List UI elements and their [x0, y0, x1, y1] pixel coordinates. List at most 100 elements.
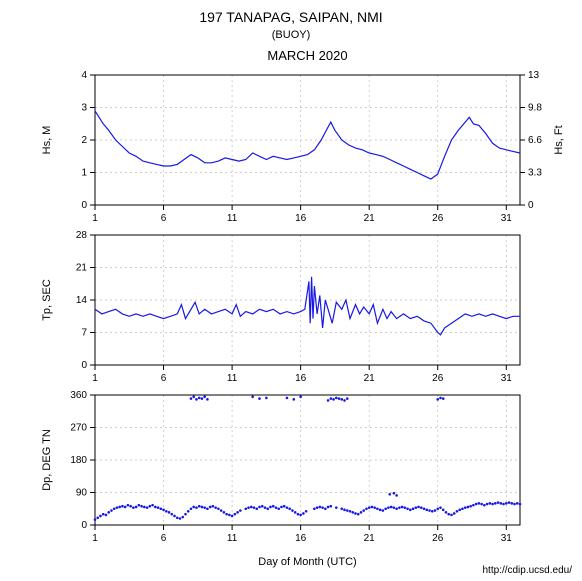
series-marker [212, 505, 215, 508]
series-marker [168, 511, 171, 514]
xtick-label: 21 [364, 533, 376, 544]
series-marker [502, 503, 505, 506]
xtick-label: 16 [295, 213, 307, 224]
series-marker [436, 507, 439, 510]
xtick-label: 1 [92, 533, 98, 544]
series-marker [335, 397, 338, 400]
xtick-label: 21 [364, 373, 376, 384]
series-marker [195, 398, 198, 401]
series-marker [472, 504, 475, 507]
series-marker [453, 512, 456, 515]
series-marker [258, 397, 261, 400]
series-marker [118, 506, 121, 509]
series-marker [149, 505, 152, 508]
series-marker [343, 509, 346, 512]
xtick-label: 16 [295, 373, 307, 384]
series-marker [184, 513, 187, 516]
series-marker [198, 397, 201, 400]
ytick-label: 7 [81, 328, 87, 339]
series-marker [357, 513, 360, 516]
series-marker [464, 506, 467, 509]
series-marker [439, 506, 442, 509]
series-marker [379, 509, 382, 512]
series-marker [395, 507, 398, 510]
xtick-label: 31 [501, 213, 513, 224]
ytick-label: 28 [76, 230, 88, 241]
series-marker [206, 398, 209, 401]
series-marker [217, 507, 220, 510]
series-marker [203, 506, 206, 509]
series-marker [160, 507, 163, 510]
series-marker [423, 507, 426, 510]
xtick-label: 11 [227, 373, 238, 384]
series-marker [223, 511, 226, 514]
ytick-label: 0 [81, 200, 87, 211]
series-marker [176, 516, 179, 519]
series-marker [135, 506, 138, 509]
series-marker [179, 517, 182, 520]
series-marker [497, 501, 500, 504]
series-marker [415, 506, 418, 509]
panel-hs: 0123403.36.69.813Hs, Ft161116212631Hs, M [41, 70, 565, 224]
series-marker [442, 397, 445, 400]
series-marker [343, 399, 346, 402]
series-marker [439, 397, 442, 400]
series-marker [280, 506, 283, 509]
series-marker [483, 504, 486, 507]
series-marker [292, 398, 295, 401]
series-marker [461, 507, 464, 510]
series-marker [116, 506, 119, 509]
series-marker [214, 506, 217, 509]
series-marker [127, 504, 130, 507]
series-marker [351, 511, 354, 514]
series-marker [409, 509, 412, 512]
series-marker [354, 512, 357, 515]
series-marker [330, 505, 333, 508]
xtick-label: 31 [501, 373, 513, 384]
ytick-label: 1 [81, 168, 87, 179]
series-marker [393, 506, 396, 509]
series-marker [132, 506, 135, 509]
series-marker [102, 513, 105, 516]
xtick-label: 1 [92, 213, 98, 224]
series-marker [486, 503, 489, 506]
series-marker [338, 397, 341, 400]
xtick-label: 26 [432, 213, 444, 224]
series-marker [393, 492, 396, 495]
series-marker [146, 506, 149, 509]
series-marker [195, 506, 198, 509]
series-marker [373, 506, 376, 509]
series-marker [456, 510, 459, 513]
series-marker [469, 505, 472, 508]
series-marker [266, 507, 269, 510]
series-marker [319, 506, 322, 509]
series-marker [190, 507, 193, 510]
xtick-label: 1 [92, 373, 98, 384]
series-marker [417, 506, 420, 509]
series-marker [406, 507, 409, 510]
series-marker [445, 511, 448, 514]
series-marker [277, 507, 280, 510]
series-marker [190, 397, 193, 400]
series-marker [360, 511, 363, 514]
series-marker [165, 510, 168, 513]
series-marker [297, 513, 300, 516]
series-marker [170, 513, 173, 516]
series-marker [192, 396, 195, 399]
series-marker [255, 507, 258, 510]
series-marker [192, 506, 195, 509]
series-marker [162, 509, 165, 512]
series-marker [154, 506, 157, 509]
ytick-label: 3 [81, 103, 87, 114]
series-marker [305, 510, 308, 513]
series-marker [428, 509, 431, 512]
series-marker [264, 506, 267, 509]
series-marker [425, 509, 428, 512]
series-marker [250, 506, 253, 509]
series-marker [140, 505, 143, 508]
series-marker [99, 515, 102, 518]
series-marker [234, 513, 237, 516]
ytick-label: 0 [81, 360, 87, 371]
ytick-label: 0 [81, 520, 87, 531]
series-marker [113, 507, 116, 510]
